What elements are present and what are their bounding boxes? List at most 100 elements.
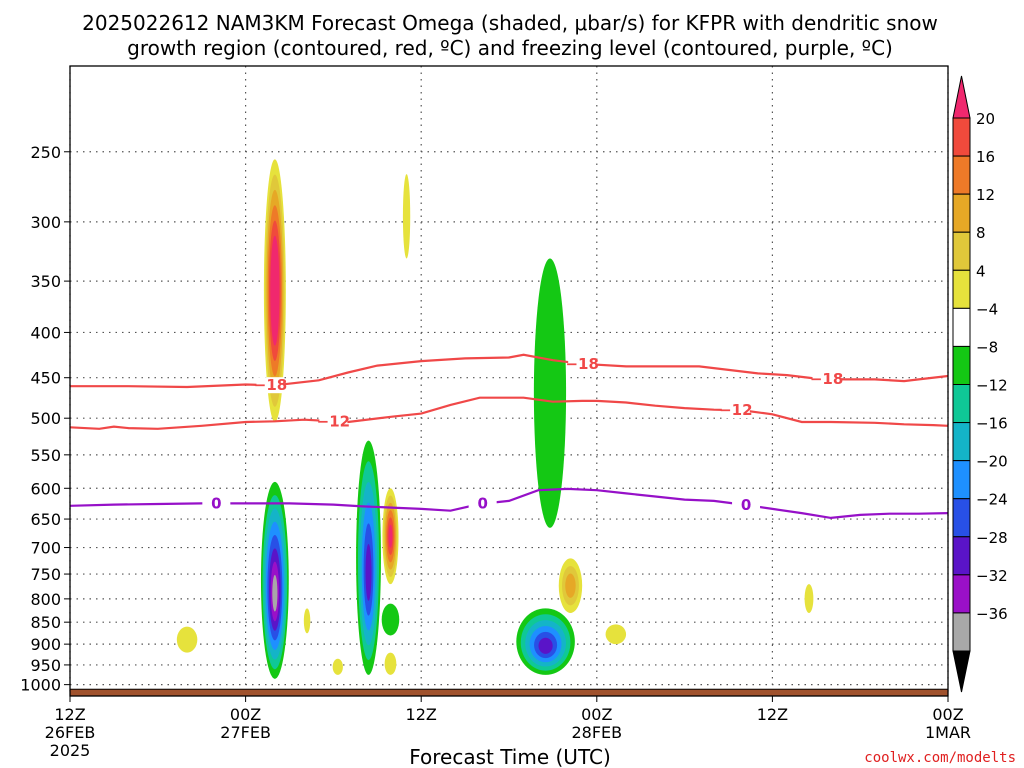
- contour-label-background: [812, 370, 841, 387]
- omega-shade-cell: [402, 174, 411, 259]
- ground-surface-bar: [69, 688, 949, 697]
- colorbar-swatch: [952, 498, 971, 538]
- omega-shading: [176, 159, 814, 679]
- colorbar-label: 8: [976, 224, 986, 242]
- colorbar-swatch: [952, 460, 971, 500]
- contour-label-background: [721, 402, 750, 419]
- contour-label: 0: [211, 494, 221, 512]
- x-tick-label: 00Z: [230, 705, 261, 724]
- contour-label: −12: [317, 412, 350, 430]
- contour-label-background: [732, 497, 761, 514]
- omega-shade-cell: [176, 626, 198, 653]
- colorbar-label: 4: [976, 262, 986, 280]
- colorbar-label: −32: [976, 567, 1008, 585]
- contour-label-background: [256, 377, 285, 394]
- omega-shade-cell: [384, 652, 397, 675]
- x-tick-label: 12Z: [54, 705, 85, 724]
- colorbar-label: −12: [976, 377, 1008, 395]
- colorbar-label: −20: [976, 453, 1008, 471]
- contour-label-background: [568, 355, 597, 372]
- y-tick-label: 700: [30, 539, 61, 558]
- y-axis-ticks: 250 300 350 400 450 500 550 600 650 700 750 800 850 9…: [20, 143, 70, 695]
- colorbar-label: 12: [976, 186, 995, 204]
- omega-shade-cell: [332, 658, 343, 675]
- omega-shade-cell: [565, 573, 576, 598]
- x-tick-label: 00Z: [581, 705, 612, 724]
- contour-label: −18: [810, 370, 843, 388]
- colorbar-label: 16: [976, 148, 995, 166]
- colorbar-swatch: [952, 269, 971, 309]
- colorbar-swatch: [952, 574, 971, 614]
- omega-shade-cell: [303, 608, 311, 634]
- omega-shade-cell: [272, 574, 278, 612]
- x-tick-label: 26FEB: [45, 723, 96, 742]
- colorbar-label: −4: [976, 300, 998, 318]
- y-tick-label: 300: [30, 213, 61, 232]
- plot-frame: [69, 65, 949, 697]
- colorbar-swatch: [952, 536, 971, 576]
- omega-shade-cell: [533, 258, 567, 528]
- x-tick-label: 27FEB: [220, 723, 271, 742]
- colorbar-label: −8: [976, 338, 998, 356]
- contour-label: −18: [565, 355, 598, 373]
- colorbar-swatch: [952, 231, 971, 271]
- credit-text: coolwx.com/modelts: [864, 750, 1016, 766]
- omega-shade-cell: [538, 637, 553, 654]
- contour-label-background: [468, 495, 497, 512]
- y-tick-label: 750: [30, 565, 61, 584]
- chart-title-line-2: growth region (contoured, red, ºC) and f…: [127, 36, 893, 60]
- omega-shade-cell: [804, 584, 814, 614]
- colorbar-swatch: [952, 117, 971, 157]
- colorbar-swatch: [952, 612, 971, 652]
- x-tick-label: 00Z: [932, 705, 963, 724]
- omega-shade-cell: [381, 603, 400, 636]
- contour-label: −12: [719, 401, 752, 419]
- colorbar-swatch: [952, 345, 971, 385]
- x-tick-label: 28FEB: [571, 723, 622, 742]
- y-tick-label: 950: [30, 656, 61, 675]
- colorbar-swatch: [952, 155, 971, 195]
- colorbar-label: 20: [976, 110, 995, 128]
- colorbar-swatch: [952, 307, 971, 347]
- colorbar-label: −24: [976, 491, 1008, 509]
- colorbar-label: −36: [976, 605, 1008, 623]
- contour-label: −18: [254, 376, 287, 394]
- contour-lines: −18 −18 −18 −12 −12 0 0 0: [69, 353, 949, 520]
- colorbar-swatch: [952, 193, 971, 233]
- colorbar-swatch: [952, 422, 971, 462]
- colorbar-swatch: [952, 384, 971, 424]
- omega-shade-cell: [388, 524, 393, 548]
- y-tick-label: 500: [30, 409, 61, 428]
- y-tick-label: 800: [30, 590, 61, 609]
- y-tick-label: 900: [30, 635, 61, 654]
- omega-colorbar: 20 16 12 8 4 −4 −8 −12 −16 −20 −24 −28 −32 −36: [952, 75, 1008, 693]
- omega-shade-cell: [365, 543, 372, 601]
- y-tick-label: 550: [30, 446, 61, 465]
- plot-background: [70, 66, 948, 696]
- x-tick-label: 1MAR: [925, 723, 971, 742]
- y-tick-label: 400: [30, 323, 61, 342]
- y-tick-label: 1000: [20, 676, 61, 695]
- contour-line--12: [69, 396, 949, 430]
- y-tick-label: 250: [30, 143, 61, 162]
- y-tick-label: 450: [30, 369, 61, 388]
- colorbar-bottom-arrow: [952, 650, 971, 693]
- x-axis-label: Forecast Time (UTC): [409, 745, 611, 768]
- contour-line-0: [69, 487, 949, 520]
- colorbar-label: −16: [976, 415, 1008, 433]
- y-tick-label: 850: [30, 613, 61, 632]
- y-tick-label: 350: [30, 272, 61, 291]
- omega-shade-cell: [272, 266, 277, 316]
- contour-label: 0: [741, 496, 751, 514]
- x-tick-label: 12Z: [406, 705, 437, 724]
- y-tick-label: 650: [30, 510, 61, 529]
- y-tick-label: 600: [30, 479, 61, 498]
- plot-area: −18 −18 −18 −12 −12 0 0 0: [69, 65, 949, 697]
- chart-title-line-1: 2025022612 NAM3KM Forecast Omega (shaded…: [82, 11, 938, 35]
- x-tick-label: 12Z: [757, 705, 788, 724]
- contour-label-background: [202, 495, 231, 512]
- contour-label-background: [319, 413, 348, 430]
- x-tick-label: 2025: [50, 741, 91, 760]
